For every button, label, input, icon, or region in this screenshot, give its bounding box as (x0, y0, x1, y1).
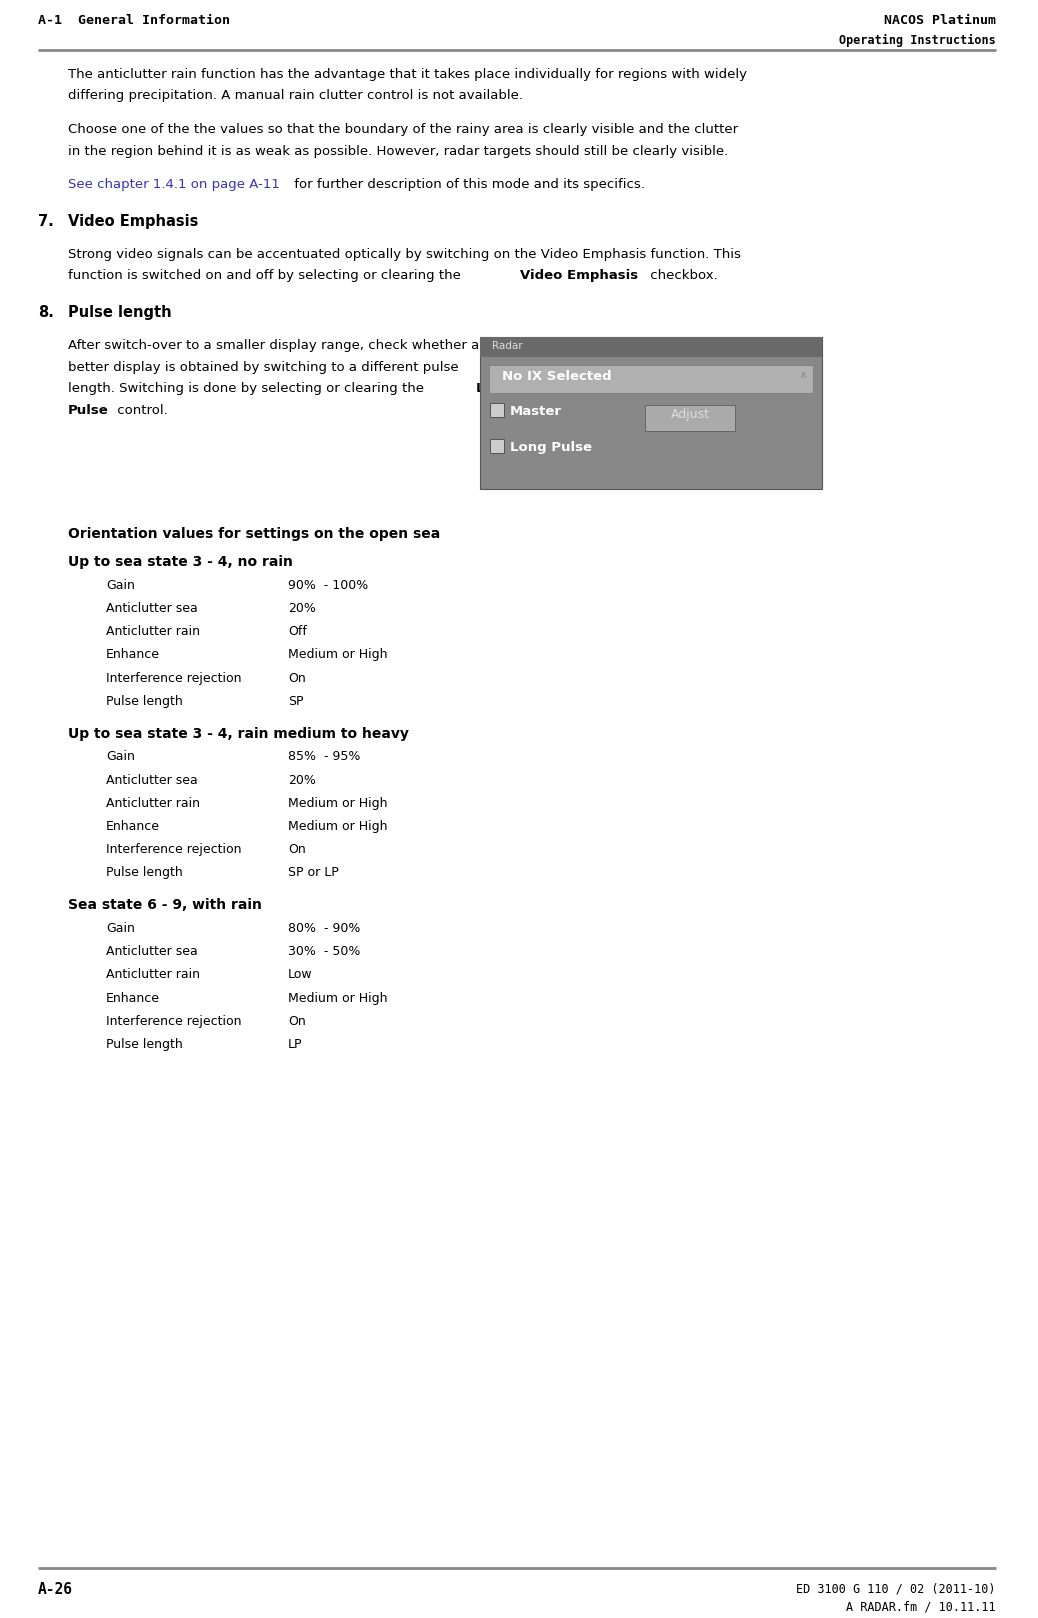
Text: Pulse length: Pulse length (106, 1039, 183, 1052)
Text: Pulse: Pulse (69, 404, 109, 417)
Text: A-26: A-26 (38, 1582, 73, 1597)
Text: Enhance: Enhance (106, 820, 160, 833)
Bar (489, 366, 813, 393)
Text: differing precipitation. A manual rain clutter control is not available.: differing precipitation. A manual rain c… (69, 89, 523, 102)
Text: After switch-over to a smaller display range, check whether a: After switch-over to a smaller display r… (69, 340, 480, 353)
Text: checkbox.: checkbox. (647, 269, 718, 283)
Text: NACOS Platinum: NACOS Platinum (884, 15, 996, 28)
Bar (645, 404, 735, 432)
Text: LP: LP (288, 1039, 302, 1052)
Text: Operating Instructions: Operating Instructions (840, 34, 996, 47)
Text: Gain: Gain (106, 579, 135, 592)
Text: Anticlutter rain: Anticlutter rain (106, 625, 200, 637)
Text: On: On (288, 843, 306, 856)
Text: Medium or High: Medium or High (288, 992, 387, 1005)
Text: On: On (288, 671, 306, 684)
Text: Interference rejection: Interference rejection (106, 1014, 242, 1027)
Text: Enhance: Enhance (106, 992, 160, 1005)
Text: Gain: Gain (106, 922, 135, 935)
Text: ∧: ∧ (800, 371, 808, 380)
Text: SP: SP (288, 694, 303, 709)
Text: Off: Off (288, 625, 307, 637)
Text: Up to sea state 3 - 4, no rain: Up to sea state 3 - 4, no rain (69, 555, 293, 570)
Text: Gain: Gain (106, 751, 135, 764)
Text: 20%: 20% (288, 773, 316, 786)
Text: Anticlutter sea: Anticlutter sea (106, 945, 198, 958)
Text: control.: control. (113, 404, 168, 417)
Text: length. Switching is done by selecting or clearing the: length. Switching is done by selecting o… (69, 382, 429, 395)
Text: Strong video signals can be accentuated optically by switching on the Video Emph: Strong video signals can be accentuated … (69, 248, 741, 260)
Text: better display is obtained by switching to a different pulse: better display is obtained by switching … (69, 361, 459, 374)
Text: Medium or High: Medium or High (288, 796, 387, 811)
Text: SP or LP: SP or LP (288, 867, 338, 880)
Bar (490, 403, 504, 417)
Text: No IX Selected: No IX Selected (502, 371, 611, 383)
Text: 8.: 8. (38, 306, 54, 320)
Text: Medium or High: Medium or High (288, 820, 387, 833)
Text: Enhance: Enhance (106, 649, 160, 662)
Text: On: On (288, 1014, 306, 1027)
Text: Master: Master (510, 404, 562, 417)
Text: Video Emphasis: Video Emphasis (520, 269, 638, 283)
Text: Adjust: Adjust (671, 408, 710, 421)
Text: for further description of this mode and its specifics.: for further description of this mode and… (291, 178, 646, 191)
Text: A-1  General Information: A-1 General Information (38, 15, 230, 28)
Text: Anticlutter rain: Anticlutter rain (106, 969, 200, 982)
Text: Interference rejection: Interference rejection (106, 843, 242, 856)
Bar (480, 337, 822, 489)
Text: 90%  - 100%: 90% - 100% (288, 579, 368, 592)
Text: 80%  - 90%: 80% - 90% (288, 922, 360, 935)
Text: See chapter 1.4.1 on page A-11: See chapter 1.4.1 on page A-11 (69, 178, 280, 191)
Bar (480, 337, 822, 358)
Text: Up to sea state 3 - 4, rain medium to heavy: Up to sea state 3 - 4, rain medium to he… (69, 726, 409, 741)
Text: Interference rejection: Interference rejection (106, 671, 242, 684)
Text: function is switched on and off by selecting or clearing the: function is switched on and off by selec… (69, 269, 465, 283)
Text: 30%  - 50%: 30% - 50% (288, 945, 360, 958)
Text: Orientation values for settings on the open sea: Orientation values for settings on the o… (69, 527, 440, 540)
Text: Anticlutter sea: Anticlutter sea (106, 773, 198, 786)
Text: Video Emphasis: Video Emphasis (69, 214, 198, 228)
Text: 7.: 7. (38, 214, 54, 228)
Text: Radar: Radar (492, 341, 522, 351)
Text: in the region behind it is as weak as possible. However, radar targets should st: in the region behind it is as weak as po… (69, 144, 729, 157)
Bar (490, 438, 504, 453)
Text: The anticlutter rain function has the advantage that it takes place individually: The anticlutter rain function has the ad… (69, 68, 747, 81)
Text: A RADAR.fm / 10.11.11: A RADAR.fm / 10.11.11 (846, 1600, 996, 1613)
Text: 85%  - 95%: 85% - 95% (288, 751, 360, 764)
Text: ED 3100 G 110 / 02 (2011-10): ED 3100 G 110 / 02 (2011-10) (796, 1582, 996, 1595)
Text: Anticlutter rain: Anticlutter rain (106, 796, 200, 811)
Text: Low: Low (288, 969, 312, 982)
Text: Sea state 6 - 9, with rain: Sea state 6 - 9, with rain (69, 898, 262, 913)
Text: Medium or High: Medium or High (288, 649, 387, 662)
Text: Long: Long (475, 382, 512, 395)
Text: Anticlutter sea: Anticlutter sea (106, 602, 198, 615)
Text: 20%: 20% (288, 602, 316, 615)
Text: Pulse length: Pulse length (106, 694, 183, 709)
Text: Choose one of the the values so that the boundary of the rainy area is clearly v: Choose one of the the values so that the… (69, 123, 738, 136)
Text: Long Pulse: Long Pulse (510, 442, 592, 455)
Text: Pulse length: Pulse length (106, 867, 183, 880)
Text: Pulse length: Pulse length (69, 306, 171, 320)
